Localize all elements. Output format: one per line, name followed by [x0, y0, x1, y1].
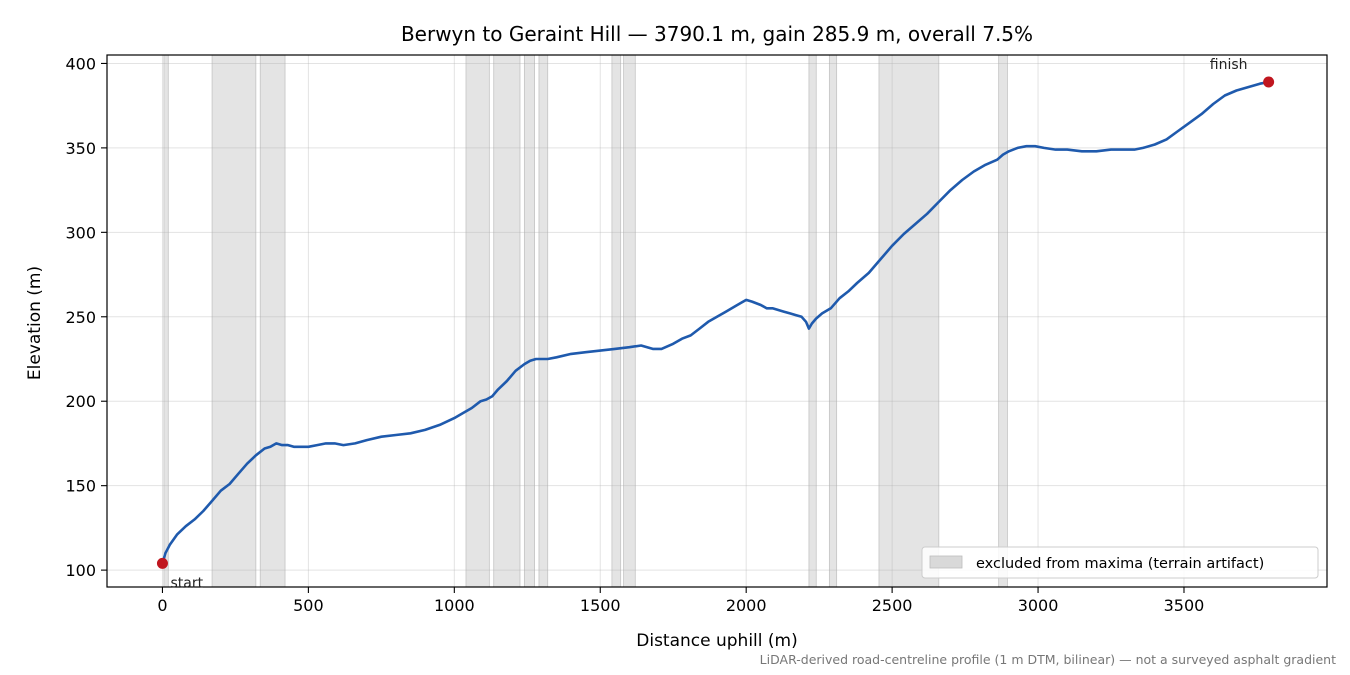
y-tick-label: 400 — [65, 54, 96, 73]
excluded-band — [878, 54, 940, 588]
y-tick-label: 150 — [65, 477, 96, 496]
y-axis-ticks: 100 150 200 250 300 350 400 — [65, 54, 107, 580]
start-marker — [156, 557, 168, 569]
x-tick-label: 2500 — [872, 596, 913, 615]
finish-label: finish — [1210, 57, 1248, 73]
x-axis-ticks: 0 500 1000 1500 2000 2500 3000 3500 — [157, 587, 1204, 615]
y-tick-label: 350 — [65, 139, 96, 158]
x-tick-label: 3500 — [1164, 596, 1205, 615]
y-axis-label: Elevation (m) — [25, 266, 45, 380]
excluded-band — [523, 54, 535, 588]
start-label: start — [170, 575, 203, 591]
excluded-band — [493, 54, 521, 588]
elevation-line — [161, 80, 1269, 564]
legend-swatch — [929, 555, 963, 569]
chart-title: Berwyn to Geraint Hill — 3790.1 m, gain … — [401, 22, 1033, 46]
x-tick-label: 3000 — [1018, 596, 1059, 615]
excluded-band — [538, 54, 549, 588]
x-tick-label: 500 — [293, 596, 324, 615]
excluded-band — [465, 54, 490, 588]
excluded-band — [623, 54, 636, 588]
x-axis-label: Distance uphill (m) — [636, 631, 797, 651]
finish-marker — [1263, 76, 1275, 88]
y-tick-label: 100 — [65, 561, 96, 580]
footnote: LiDAR-derived road-centreline profile (1… — [760, 652, 1336, 667]
excluded-band — [163, 54, 169, 588]
excluded-bands — [163, 54, 1008, 588]
legend-entry: excluded from maxima (terrain artifact) — [976, 556, 1264, 572]
excluded-band — [828, 54, 838, 588]
x-tick-label: 2000 — [726, 596, 767, 615]
x-tick-label: 1500 — [580, 596, 621, 615]
excluded-band — [998, 54, 1008, 588]
grid — [107, 55, 1327, 587]
legend: excluded from maxima (terrain artifact) — [921, 546, 1319, 579]
x-tick-label: 0 — [157, 596, 167, 615]
excluded-band — [611, 54, 622, 588]
excluded-band — [259, 54, 286, 588]
plot-area — [106, 54, 1328, 588]
legend-box — [921, 546, 1319, 579]
y-tick-label: 250 — [65, 308, 96, 327]
x-tick-label: 1000 — [434, 596, 475, 615]
y-tick-label: 300 — [65, 223, 96, 242]
excluded-band — [211, 54, 257, 588]
y-tick-label: 200 — [65, 392, 96, 411]
endpoint-markers: start finish — [156, 57, 1275, 591]
